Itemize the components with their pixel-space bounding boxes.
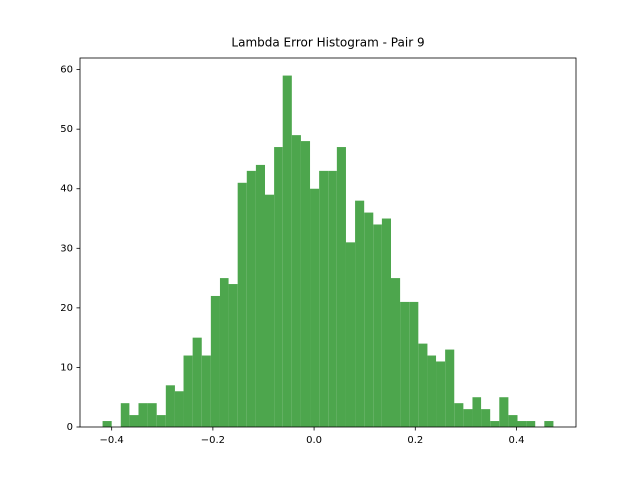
x-tick-label: 0.0 (306, 435, 322, 446)
bar (138, 403, 148, 427)
bar (390, 278, 401, 427)
bar (381, 218, 391, 427)
bar (102, 421, 112, 427)
bar (400, 301, 410, 427)
chart-title: Lambda Error Histogram - Pair 9 (231, 36, 424, 50)
bar (237, 182, 247, 427)
bar (336, 147, 346, 427)
bar (490, 421, 500, 427)
y-tick-label: 20 (60, 303, 73, 314)
bar (544, 421, 554, 427)
y-tick-label: 30 (60, 243, 73, 254)
bar (373, 224, 382, 427)
y-tick-label: 10 (60, 362, 73, 373)
x-tick-label: 0.4 (509, 435, 525, 446)
x-tick-label: −0.2 (201, 435, 225, 446)
bar (427, 355, 437, 427)
bar (445, 349, 455, 427)
y-tick-label: 60 (60, 65, 73, 76)
bar (228, 284, 238, 427)
bar (165, 385, 175, 427)
bar (481, 409, 491, 427)
bar (454, 403, 464, 427)
bar (472, 397, 482, 427)
bar (517, 421, 527, 427)
bar (364, 212, 374, 427)
bar (300, 141, 311, 427)
y-tick-label: 0 (67, 422, 73, 433)
bar (291, 135, 301, 427)
bar (526, 421, 536, 427)
bar (246, 170, 256, 427)
bar (156, 415, 166, 427)
bar (120, 403, 130, 427)
bar (210, 295, 220, 427)
bar (409, 301, 419, 427)
bar (282, 75, 292, 428)
bar (508, 415, 518, 427)
bar (174, 391, 184, 427)
bar (310, 188, 320, 427)
bar (219, 278, 229, 427)
x-tick-label: −0.4 (100, 435, 124, 446)
x-tick-label: 0.2 (407, 435, 423, 446)
bar (499, 397, 509, 427)
bar (147, 403, 157, 427)
bar (418, 343, 428, 427)
bar (201, 355, 211, 427)
bar (463, 409, 473, 427)
bar (129, 415, 139, 427)
bar (265, 194, 275, 427)
bar (355, 200, 365, 427)
axes-frame (79, 57, 577, 428)
bar (328, 170, 337, 427)
bar (436, 361, 446, 427)
y-tick-label: 50 (60, 124, 73, 135)
bar (274, 147, 283, 427)
y-tick-label: 40 (60, 184, 73, 195)
bar (192, 337, 202, 427)
bar (183, 355, 193, 427)
bar (345, 242, 356, 427)
bar (255, 164, 266, 428)
bar (319, 170, 329, 427)
